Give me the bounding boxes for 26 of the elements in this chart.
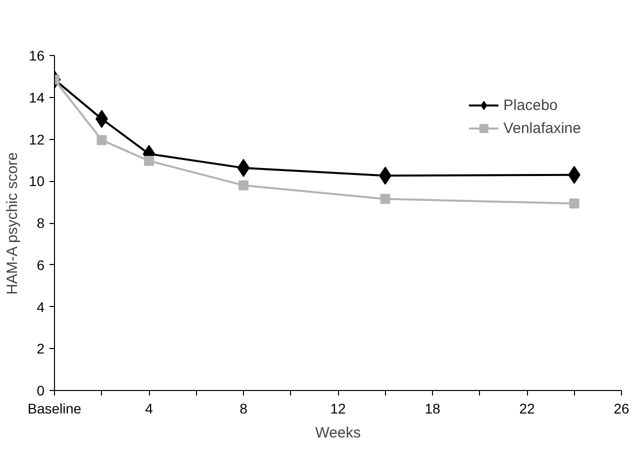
x-axis-title: Weeks — [315, 424, 361, 442]
x-tick-label: 26 — [614, 400, 630, 416]
point — [238, 180, 248, 190]
point — [144, 156, 154, 166]
y-tick-label: 6 — [36, 256, 45, 273]
x-tick-label: 12 — [330, 400, 346, 416]
point — [569, 198, 580, 209]
x-tick-label: 18 — [424, 400, 440, 416]
y-tick-label: 12 — [28, 131, 45, 148]
y-tick-label: 0 — [36, 382, 45, 398]
y-tick-label: 14 — [28, 89, 45, 106]
y-tick-label: 10 — [28, 173, 45, 190]
y-tick-label: 2 — [36, 340, 45, 357]
point — [96, 135, 107, 146]
point — [237, 158, 250, 177]
y-tick-label: 16 — [28, 48, 45, 64]
x-tick-label: 8 — [240, 400, 248, 416]
y-tick-label: 8 — [36, 215, 45, 231]
legend-label: Venlafaxine — [503, 120, 581, 136]
x-tick-label: Baseline — [28, 400, 82, 416]
y-tick-label: 4 — [36, 298, 45, 315]
point — [380, 194, 390, 204]
x-tick-label: 4 — [145, 400, 154, 416]
y-axis-title: HAM-A psychic score — [4, 152, 21, 295]
legend-label: Placebo — [503, 96, 558, 114]
x-tick-label: 22 — [519, 400, 535, 416]
